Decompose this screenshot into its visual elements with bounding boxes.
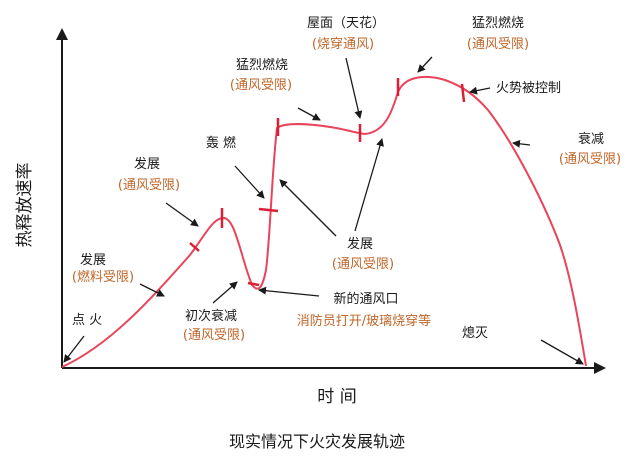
fire-curve (61, 75, 587, 368)
x-axis-label: 时 间 (317, 387, 356, 407)
arrow-new-vent (258, 286, 320, 297)
arrow-extinguish (540, 339, 584, 365)
y-axis-label: 热释放速率 (15, 163, 35, 248)
label-extinguish: 熄灭 (462, 326, 488, 341)
figure-caption: 现实情况下火灾发展轨迹 (229, 432, 405, 451)
label-vigorous1-title: 猛烈燃烧 (236, 57, 288, 73)
marker-growth2 (189, 242, 200, 252)
arrow-flashover (234, 165, 265, 199)
arrow-ignition (63, 335, 85, 363)
label-new-vent-sub: 消防员打开/玻璃烧穿等 (297, 313, 431, 329)
label-roof-sub: (烧穿通风) (312, 36, 374, 52)
marker-controlled (460, 83, 466, 103)
marker-decay (247, 281, 260, 287)
label-growth1-title: 发展 (80, 252, 106, 268)
label-vigorous2-sub: (通风受限) (467, 37, 529, 52)
label-vigorous2-title: 猛烈燃烧 (472, 15, 524, 31)
label-new-vent-title: 新的通风口 (333, 291, 398, 307)
arrow-growth3-a (279, 179, 337, 237)
arrow-roof (345, 57, 363, 119)
arrow-decay (512, 139, 531, 148)
label-fire-controlled: 火势被控制 (496, 80, 561, 96)
marker-flashover (258, 207, 279, 213)
arrow-growth2 (165, 202, 199, 227)
label-growth1-sub: (燃料受限) (72, 269, 134, 285)
arrow-vigorous2 (417, 56, 433, 73)
label-flashover: 轰 燃 (206, 135, 236, 151)
arrow-controlled (469, 86, 491, 95)
curve-markers (189, 78, 466, 287)
arrow-growth3-b (354, 138, 384, 232)
label-decay-sub: (通风受限) (559, 152, 621, 167)
label-growth2-sub: (通风受限) (118, 178, 180, 193)
label-growth3-title: 发展 (347, 236, 373, 252)
arrow-vigorous1 (297, 107, 321, 121)
label-initial-decay-sub: (通风受限) (183, 328, 245, 343)
label-decay-title: 衰减 (578, 131, 604, 147)
label-initial-decay-title: 初次衰减 (185, 308, 237, 324)
pointer-arrows (63, 56, 584, 365)
label-growth2-title: 发展 (134, 156, 160, 172)
label-ignition: 点 火 (72, 313, 102, 328)
label-vigorous1-sub: (通风受限) (230, 78, 292, 93)
label-roof-title: 屋面（天花） (307, 15, 385, 31)
label-growth3-sub: (通风受限) (332, 257, 394, 272)
arrow-initial-decay (212, 281, 238, 304)
arrow-growth1 (139, 283, 165, 297)
